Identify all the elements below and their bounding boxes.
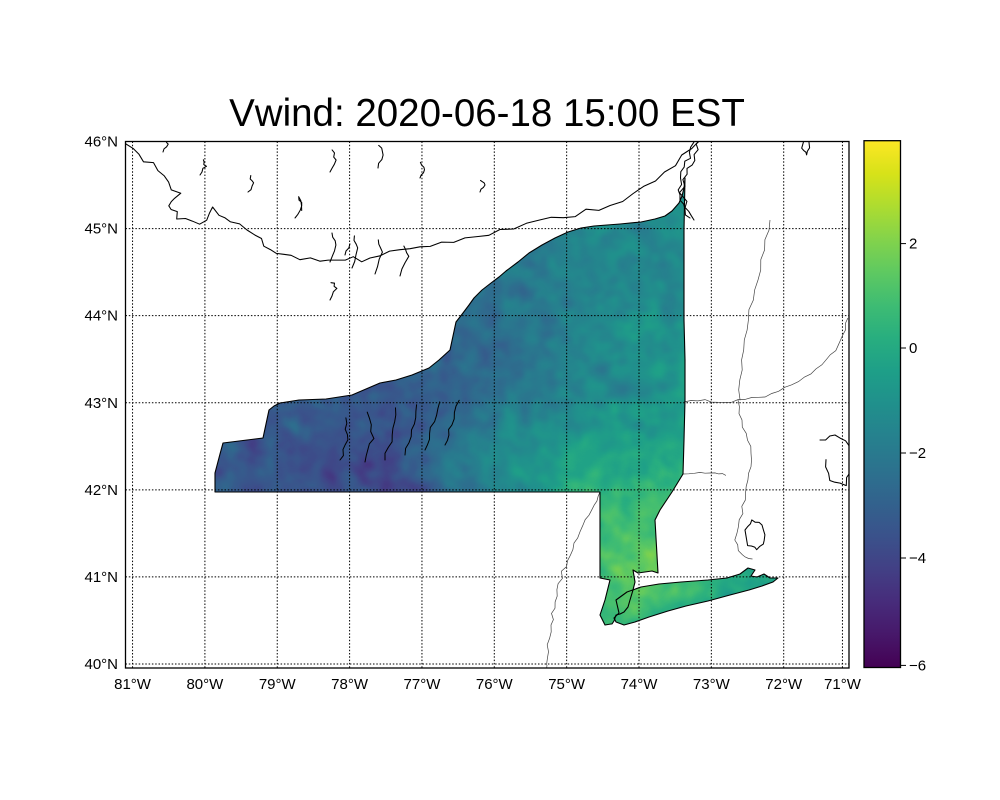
svg-text:81°W: 81°W	[114, 676, 152, 693]
svg-text:Vwind: 2020-06-18 15:00 EST: Vwind: 2020-06-18 15:00 EST	[229, 92, 745, 135]
svg-text:80°W: 80°W	[186, 676, 224, 693]
svg-text:40°N: 40°N	[84, 656, 118, 673]
svg-text:72°W: 72°W	[765, 676, 803, 693]
svg-text:42°N: 42°N	[84, 482, 118, 499]
svg-text:−4: −4	[909, 550, 926, 567]
svg-text:74°W: 74°W	[621, 676, 659, 693]
svg-text:76°W: 76°W	[476, 676, 514, 693]
svg-text:45°N: 45°N	[84, 221, 118, 238]
svg-text:0: 0	[909, 340, 917, 357]
svg-text:77°W: 77°W	[404, 676, 442, 693]
svg-text:79°W: 79°W	[259, 676, 297, 693]
svg-text:75°W: 75°W	[548, 676, 586, 693]
svg-text:78°W: 78°W	[331, 676, 369, 693]
svg-text:−2: −2	[909, 445, 926, 462]
svg-text:41°N: 41°N	[84, 569, 118, 586]
svg-text:44°N: 44°N	[84, 308, 118, 325]
svg-text:71°W: 71°W	[824, 676, 862, 693]
svg-text:46°N: 46°N	[84, 134, 118, 151]
svg-text:2: 2	[909, 236, 917, 253]
svg-text:73°W: 73°W	[693, 676, 731, 693]
svg-text:−6: −6	[909, 657, 926, 674]
svg-text:43°N: 43°N	[84, 395, 118, 412]
